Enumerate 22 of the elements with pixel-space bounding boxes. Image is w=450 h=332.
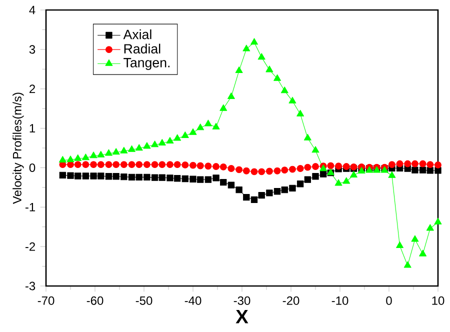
x-tick-label: -50 <box>136 296 152 305</box>
legend-label: Radial <box>124 44 160 54</box>
x-tick-label: 0 <box>386 296 392 305</box>
y-tick-label: -2 <box>25 242 35 251</box>
y-tick-label: -3 <box>25 282 36 290</box>
x-tick-label: -60 <box>86 296 104 305</box>
x-tick-label: -40 <box>184 296 202 305</box>
y-axis-title: Velocity Profiles(m/s) <box>12 92 24 204</box>
legend-label: Axial <box>123 29 152 40</box>
legend-label: Tangen. <box>124 58 170 70</box>
y-tick-label: 3 <box>29 45 36 54</box>
x-tick-label: -20 <box>282 296 300 305</box>
y-tick-label: 1 <box>30 124 36 132</box>
y-tick-label: 0 <box>29 163 36 172</box>
y-tick-label: -1 <box>25 203 36 212</box>
x-tick-label: -30 <box>234 296 250 305</box>
x-tick-label: -70 <box>38 296 54 305</box>
x-tick-label: -10 <box>332 296 348 305</box>
y-tick-label: 4 <box>29 6 36 14</box>
y-tick-label: 2 <box>30 84 35 94</box>
x-axis-title: X <box>236 310 248 324</box>
x-tick-label: 10 <box>432 296 444 305</box>
